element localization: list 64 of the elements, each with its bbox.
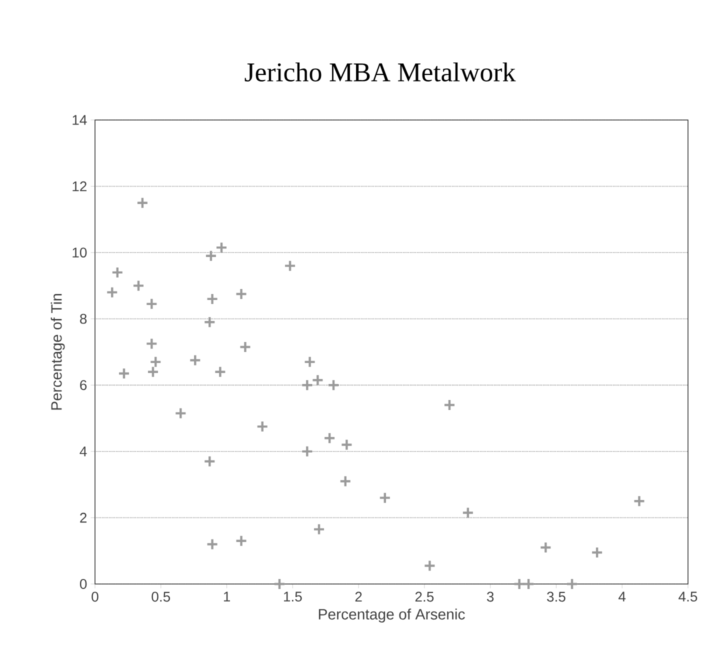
- point: [323, 432, 336, 444]
- point: [312, 523, 326, 536]
- point: [146, 338, 158, 350]
- point: [206, 538, 218, 550]
- point: [189, 354, 202, 366]
- y-axis-title: Percentage of Tin: [50, 294, 65, 410]
- chart-title: Jericho MBA Metalwork: [244, 62, 516, 82]
- point: [424, 560, 436, 572]
- x-tick-label: 1: [224, 592, 230, 602]
- point: [206, 292, 218, 306]
- point: [301, 445, 314, 458]
- point: [146, 298, 158, 310]
- y-tick-label: 6: [80, 380, 87, 390]
- point: [239, 340, 252, 354]
- point: [304, 356, 316, 368]
- point: [256, 420, 268, 433]
- point: [633, 495, 646, 508]
- point: [132, 280, 145, 292]
- x-tick-label: 4.5: [678, 592, 698, 602]
- x-tick-label: 4: [618, 592, 626, 602]
- point: [522, 578, 535, 590]
- x-tick-label: 0.5: [152, 592, 170, 602]
- point: [566, 578, 578, 590]
- point: [513, 578, 526, 590]
- point: [136, 196, 149, 209]
- point: [273, 578, 286, 590]
- x-tick-label: 3.5: [547, 592, 566, 602]
- y-tick-label: 12: [72, 181, 87, 192]
- point: [146, 366, 160, 378]
- x-tick-label: 2: [355, 592, 362, 602]
- point: [590, 546, 604, 559]
- point: [443, 398, 456, 412]
- point: [118, 367, 130, 380]
- y-tick-label: 8: [80, 314, 87, 324]
- point: [204, 250, 218, 262]
- point: [339, 475, 352, 488]
- point: [111, 266, 124, 279]
- y-tick-label: 0: [80, 579, 87, 589]
- point: [301, 379, 314, 392]
- point: [214, 366, 226, 378]
- point: [340, 438, 353, 451]
- point: [235, 534, 248, 547]
- y-tick-label: 10: [72, 248, 87, 258]
- x-tick-label: 3: [486, 592, 494, 602]
- x-tick-label: 0: [92, 592, 98, 602]
- point: [284, 260, 296, 272]
- x-axis-title: Percentage of Arsenic: [318, 608, 465, 623]
- x-tick-label: 2.5: [415, 592, 434, 602]
- point: [174, 407, 187, 420]
- point: [235, 288, 248, 300]
- x-tick-label: 1.5: [284, 592, 302, 602]
- point: [150, 356, 162, 368]
- point: [204, 455, 216, 468]
- y-tick-label: 2: [80, 512, 87, 523]
- point: [462, 506, 474, 519]
- y-tick-label: 14: [72, 115, 87, 125]
- y-tick-label: 4: [80, 446, 87, 456]
- point: [106, 286, 118, 298]
- point: [312, 374, 324, 386]
- point: [204, 316, 216, 328]
- point: [215, 241, 228, 254]
- point: [540, 541, 552, 554]
- point: [327, 379, 340, 392]
- point: [378, 492, 392, 504]
